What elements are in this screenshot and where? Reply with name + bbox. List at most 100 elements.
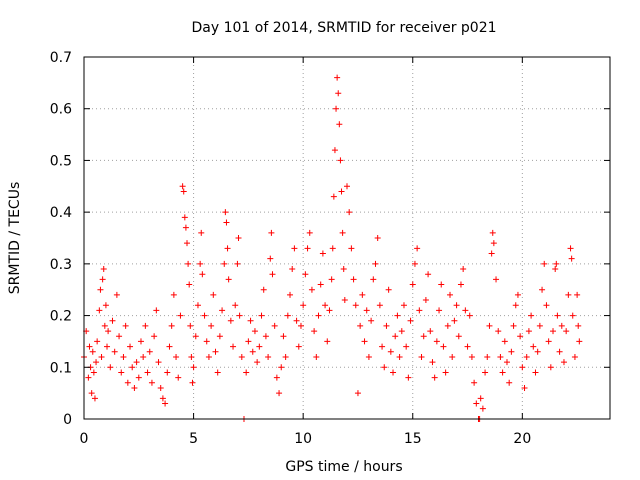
data-point	[440, 343, 447, 350]
data-point	[109, 317, 116, 324]
data-point	[111, 348, 118, 355]
data-point	[322, 302, 329, 309]
data-point	[225, 276, 232, 283]
data-point	[289, 266, 296, 273]
data-point	[122, 322, 129, 329]
data-point	[308, 286, 315, 293]
data-point	[181, 214, 188, 221]
data-point	[510, 322, 517, 329]
data-point	[344, 183, 350, 190]
data-point	[473, 400, 480, 407]
y-tick-label: 0.7	[50, 50, 72, 66]
data-point	[223, 219, 230, 226]
data-point	[490, 240, 497, 247]
x-tick-label: 20	[513, 431, 531, 447]
data-point	[394, 312, 401, 319]
data-point	[216, 333, 223, 340]
data-point	[442, 369, 449, 376]
data-point	[553, 260, 560, 267]
data-point	[499, 369, 506, 376]
data-point	[565, 291, 572, 298]
data-point	[328, 276, 335, 283]
data-point	[280, 333, 287, 340]
data-point	[227, 317, 234, 324]
data-point	[187, 322, 194, 329]
data-point	[567, 245, 574, 252]
x-tick-label: 15	[404, 431, 422, 447]
data-point	[493, 276, 500, 283]
data-point	[269, 271, 276, 278]
data-point	[214, 369, 221, 376]
data-point	[104, 343, 111, 350]
data-point	[519, 364, 526, 371]
data-point	[497, 353, 504, 360]
y-tick-label: 0.5	[50, 153, 72, 169]
data-point	[427, 328, 434, 335]
data-point	[512, 302, 519, 309]
data-point	[186, 281, 193, 288]
data-point	[338, 188, 345, 195]
data-point	[455, 333, 462, 340]
data-point	[331, 147, 338, 154]
data-point	[411, 260, 418, 267]
data-point	[258, 312, 265, 319]
data-point	[539, 286, 546, 293]
data-point	[232, 302, 239, 309]
data-point	[91, 395, 98, 402]
data-point	[352, 302, 359, 309]
data-point	[464, 343, 471, 350]
data-point	[438, 281, 445, 288]
data-point	[560, 359, 567, 366]
data-point	[224, 245, 231, 252]
data-point	[341, 297, 348, 304]
data-point	[120, 353, 127, 360]
data-point	[571, 353, 578, 360]
data-point	[449, 353, 456, 360]
data-point	[99, 276, 106, 283]
y-tick-label: 0.6	[50, 102, 72, 118]
data-point	[155, 359, 162, 366]
data-point	[245, 338, 252, 345]
data-point	[348, 245, 355, 252]
data-point	[568, 255, 575, 262]
data-point	[390, 369, 397, 376]
data-point	[236, 312, 243, 319]
data-point	[102, 302, 109, 309]
data-point	[173, 353, 180, 360]
data-point	[418, 353, 425, 360]
data-point	[368, 317, 375, 324]
data-point	[96, 307, 103, 314]
data-point	[433, 338, 440, 345]
data-point	[489, 229, 496, 236]
data-point	[376, 302, 383, 309]
data-point	[107, 364, 114, 371]
data-point	[276, 390, 283, 397]
data-point	[508, 348, 515, 355]
data-point	[346, 209, 353, 216]
tick-labels: 0 5 10 15 20 0 0.1 0.2 0.3 0.4 0.5 0.6 0.7	[50, 50, 532, 447]
data-point	[278, 364, 285, 371]
data-point	[315, 312, 322, 319]
data-point	[569, 312, 576, 319]
data-point	[129, 364, 136, 371]
data-point	[385, 286, 392, 293]
data-point	[466, 312, 473, 319]
data-point	[137, 338, 144, 345]
data-point	[425, 271, 432, 278]
data-point	[558, 322, 565, 329]
plot-frame	[83, 56, 611, 420]
data-point	[284, 312, 291, 319]
data-point	[506, 379, 513, 386]
data-point	[398, 328, 405, 335]
data-point	[262, 333, 269, 340]
data-point	[198, 229, 205, 236]
data-point	[148, 379, 155, 386]
data-point	[282, 353, 289, 360]
data-point	[146, 348, 153, 355]
data-point	[471, 379, 478, 386]
data-point	[324, 338, 331, 345]
data-point	[444, 322, 451, 329]
data-point	[488, 250, 495, 257]
data-point	[234, 260, 241, 267]
